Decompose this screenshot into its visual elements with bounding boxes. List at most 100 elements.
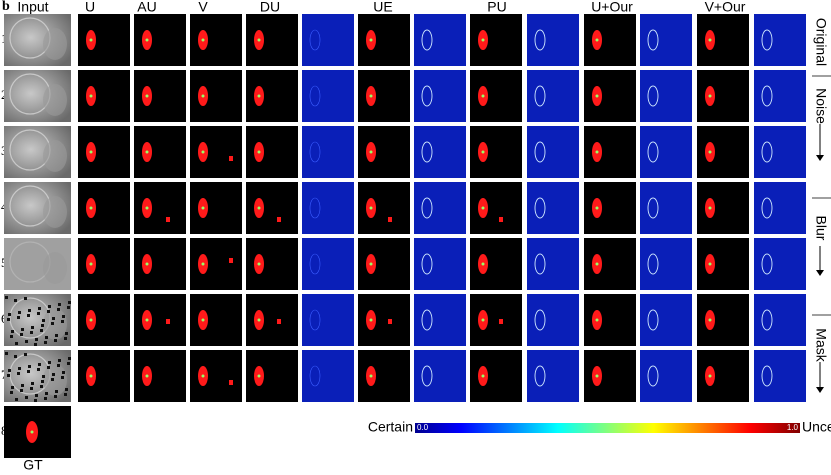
image-bg — [527, 238, 579, 290]
lesion-core — [595, 374, 599, 378]
mask-dot — [37, 368, 40, 371]
uncertain-edge — [647, 141, 659, 163]
segmentation-map — [470, 350, 522, 402]
image-bg — [134, 238, 186, 290]
image-bg — [358, 182, 410, 234]
lesion-core — [369, 150, 373, 154]
image-bg — [640, 126, 692, 178]
uncertainty-map — [302, 238, 354, 290]
image-bg — [190, 14, 242, 66]
segmentation-map — [78, 70, 130, 122]
uncertain-edge — [309, 141, 321, 163]
uncertainty-map — [302, 14, 354, 66]
image-bg — [190, 350, 242, 402]
input-image — [4, 70, 71, 122]
image-bg — [640, 294, 692, 346]
mask-dot — [21, 328, 24, 331]
lesion-core — [89, 206, 93, 210]
lesion-core — [257, 206, 261, 210]
uncertain-edge — [647, 253, 659, 275]
column-header: UE — [373, 0, 392, 15]
image-bg — [302, 70, 354, 122]
noise-blob — [277, 217, 281, 222]
gt-label: GT — [23, 457, 43, 473]
segmentation-map — [697, 350, 749, 402]
group-label: Noise — [813, 88, 829, 124]
segmentation-map — [134, 70, 186, 122]
lesion-core — [201, 318, 205, 322]
mask-dot — [57, 308, 60, 311]
mask-dot — [54, 395, 57, 398]
colorbar-min: 0.0 — [417, 423, 429, 432]
image-bg — [134, 126, 186, 178]
image-bg — [358, 350, 410, 402]
mask-dot — [48, 361, 51, 364]
mask-dot — [34, 399, 37, 402]
mask-dot — [28, 365, 31, 368]
image-bg — [302, 14, 354, 66]
mask-dot — [14, 355, 17, 358]
noise-blob — [277, 319, 281, 324]
column-header: Input — [17, 0, 48, 15]
segmentation-map — [697, 294, 749, 346]
lesion-core — [201, 374, 205, 378]
segmentation-map — [358, 294, 410, 346]
lesion-core — [89, 150, 93, 154]
image-detail — [43, 252, 67, 284]
image-bg — [470, 238, 522, 290]
ground-truth — [4, 406, 71, 458]
uncertainty-map — [640, 294, 692, 346]
image-detail — [43, 140, 67, 172]
lesion-core — [145, 262, 149, 266]
image-bg — [190, 238, 242, 290]
noise-blob — [388, 319, 392, 324]
image-bg — [527, 14, 579, 66]
mask-dot — [44, 397, 47, 400]
lesion-core — [708, 150, 712, 154]
uncertainty-map — [754, 70, 806, 122]
image-bg — [134, 294, 186, 346]
input-image — [4, 182, 71, 234]
noise-blob — [499, 217, 503, 222]
lesion-core — [257, 38, 261, 42]
mask-dot — [15, 342, 18, 345]
segmentation-map — [134, 350, 186, 402]
arrow-head — [816, 270, 824, 276]
uncertain-edge — [534, 85, 546, 107]
lesion-core — [257, 374, 261, 378]
lesion-core — [708, 206, 712, 210]
noise-blob — [229, 258, 233, 263]
image-bg — [78, 182, 130, 234]
image-bg — [414, 182, 466, 234]
uncertainty-map — [754, 182, 806, 234]
uncertain-edge — [421, 365, 433, 387]
mask-dot — [8, 369, 11, 372]
uncertainty-map — [527, 14, 579, 66]
mask-dot — [62, 371, 65, 374]
mask-dot — [20, 389, 23, 392]
uncertain-edge — [761, 197, 773, 219]
segmentation-map — [134, 238, 186, 290]
mask-dot — [35, 394, 38, 397]
uncertainty-map — [414, 182, 466, 234]
uncertain-edge — [309, 309, 321, 331]
input-image — [4, 294, 71, 346]
mask-dot — [41, 380, 44, 383]
image-bg — [640, 14, 692, 66]
image-bg — [78, 238, 130, 290]
segmentation-map — [246, 294, 298, 346]
image-bg — [584, 350, 636, 402]
colorbar — [415, 423, 800, 433]
image-detail — [43, 28, 67, 60]
segmentation-map — [78, 14, 130, 66]
uncertainty-map — [640, 70, 692, 122]
uncertainty-map — [414, 70, 466, 122]
lesion-core — [145, 374, 149, 378]
mask-dot — [38, 307, 41, 310]
uncertain-edge — [761, 85, 773, 107]
uncertainty-map — [754, 14, 806, 66]
uncertain-edge — [647, 365, 659, 387]
image-bg — [754, 70, 806, 122]
lesion-core — [369, 262, 373, 266]
image-bg — [302, 182, 354, 234]
